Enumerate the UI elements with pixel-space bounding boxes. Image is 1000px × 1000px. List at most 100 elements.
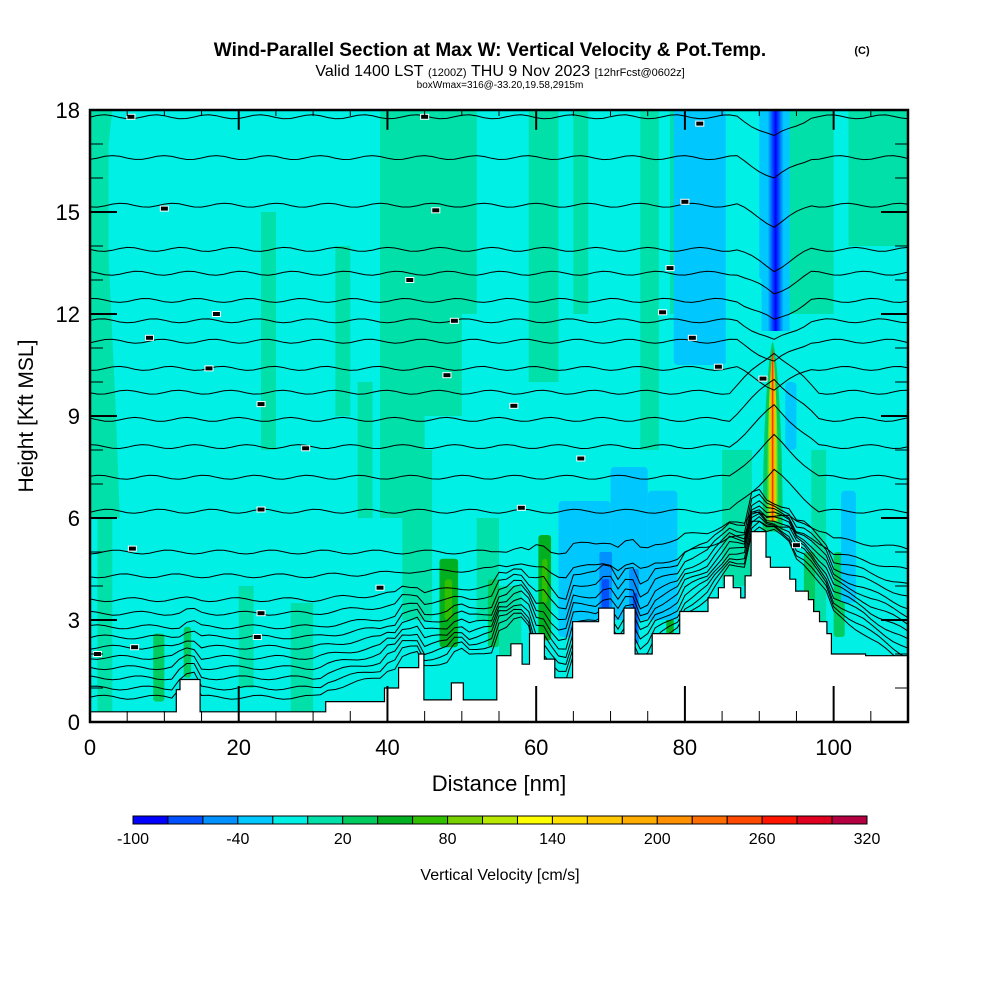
x-tick-label: 40 <box>375 735 399 760</box>
theta-contour-line <box>90 338 908 362</box>
y-tick-label: 6 <box>68 506 80 531</box>
chart-subtitle: Valid 1400 LST (1200Z) THU 9 Nov 2023 [1… <box>315 63 684 80</box>
contour-label-marker <box>665 265 675 272</box>
subtitle-utc: (1200Z) <box>428 67 467 79</box>
theta-contour-line <box>90 505 908 640</box>
colorbar-segment <box>167 815 204 825</box>
downdraft-band <box>673 110 726 365</box>
contour-label-marker <box>375 584 385 591</box>
colorbar <box>132 815 868 825</box>
colorbar-tick-label: -100 <box>117 831 149 848</box>
contour-label-marker <box>431 207 441 214</box>
subtitle-valid: Valid 1400 LST <box>315 63 423 80</box>
y-tick-label: 12 <box>56 302 80 327</box>
theta-contour-line <box>90 155 908 179</box>
contour-label-marker <box>211 311 221 317</box>
theta-contour-line <box>90 318 908 340</box>
colorbar-segment <box>307 815 344 825</box>
velocity-band <box>640 110 659 450</box>
theta-contour-line <box>90 493 908 616</box>
velocity-band <box>261 212 276 450</box>
theta-contour-line <box>90 509 908 650</box>
colorbar-tick-label: 20 <box>334 831 352 848</box>
velocity-band <box>528 110 559 382</box>
terrain <box>90 531 908 722</box>
contour-label-marker <box>126 113 136 120</box>
contour-label-marker <box>758 375 768 382</box>
contour-label-marker <box>576 455 586 462</box>
x-tick-labels: 0 20 40 60 80 100 <box>84 735 852 760</box>
subtitle-forecast: [12hrFcst@0602z] <box>595 67 685 79</box>
colorbar-tick-label: 260 <box>749 831 776 848</box>
colorbar-tick-label: 320 <box>854 831 881 848</box>
theta-contour-line <box>90 246 908 273</box>
contour-label-marker <box>252 634 262 640</box>
axis-ticks <box>89 109 909 723</box>
theta-contour-line <box>90 404 908 450</box>
colorbar-segment <box>691 815 728 825</box>
velocity-band <box>290 603 314 712</box>
contour-label-marker <box>680 198 690 205</box>
chart-title-suffix: (C) <box>854 45 870 57</box>
velocity-band <box>573 110 589 314</box>
updraft-band <box>153 633 165 702</box>
theta-contour-line <box>90 520 908 579</box>
contour-label-marker <box>256 401 266 408</box>
contour-label-marker <box>449 317 459 324</box>
velocity-band <box>357 382 373 518</box>
contour-label-marker <box>687 334 697 341</box>
colorbar-tick-labels: -100 -40 20 80 140 200 260 320 <box>117 831 880 848</box>
velocity-band <box>446 110 477 314</box>
colorbar-segment <box>796 815 833 825</box>
colorbar-segment <box>831 815 868 825</box>
contour-label-marker <box>695 120 705 127</box>
colorbar-tick-label: 140 <box>539 831 566 848</box>
theta-contour-line <box>90 365 908 391</box>
theta-contour-line <box>90 488 908 603</box>
y-tick-label: 3 <box>68 608 80 633</box>
colorbar-segment <box>621 815 658 825</box>
downdraft-band <box>558 501 611 637</box>
contour-label-marker <box>159 205 169 212</box>
y-tick-label: 9 <box>68 404 80 429</box>
theta-contour-line <box>90 433 908 480</box>
plot-area <box>90 110 908 722</box>
contour-label-marker <box>256 610 266 617</box>
theta-contour-line <box>90 468 908 514</box>
theta-contours <box>90 113 908 700</box>
theta-contour-line <box>90 511 908 660</box>
y-tick-label: 18 <box>56 98 80 123</box>
contour-label-marker <box>509 402 519 409</box>
downdraft-band <box>647 490 678 620</box>
colorbar-segment <box>586 815 623 825</box>
contour-label-marker <box>442 372 452 379</box>
colorbar-segment <box>656 815 693 825</box>
colorbar-segment <box>377 815 414 825</box>
theta-contour-line <box>90 202 908 228</box>
theta-contour-line <box>90 114 908 137</box>
theta-contour-line <box>90 352 908 395</box>
colorbar-label: Vertical Velocity [cm/s] <box>420 867 579 884</box>
updraft-band <box>183 626 192 678</box>
updraft-band <box>542 558 548 603</box>
contour-label-marker <box>791 542 801 549</box>
colorbar-segment <box>726 815 763 825</box>
contour-label-marker <box>204 365 214 372</box>
contour-label-marker <box>130 644 140 651</box>
velocity-band <box>335 246 351 416</box>
colorbar-tick-label: 200 <box>644 831 671 848</box>
theta-contour-line <box>90 511 908 555</box>
colorbar-segment <box>412 815 449 825</box>
x-axis-label: Distance [nm] <box>432 771 567 796</box>
x-tick-label: 20 <box>226 735 250 760</box>
theta-contour-line <box>90 526 908 700</box>
x-tick-label: 60 <box>524 735 548 760</box>
contour-label-marker <box>256 506 266 513</box>
chart-title: Wind-Parallel Section at Max W: Vertical… <box>214 40 766 61</box>
theta-contour-line <box>90 512 908 671</box>
theta-contour-line <box>90 515 908 681</box>
y-tick-label: 0 <box>68 710 80 735</box>
colorbar-tick-label: -40 <box>226 831 249 848</box>
colorbar-segment <box>516 815 553 825</box>
